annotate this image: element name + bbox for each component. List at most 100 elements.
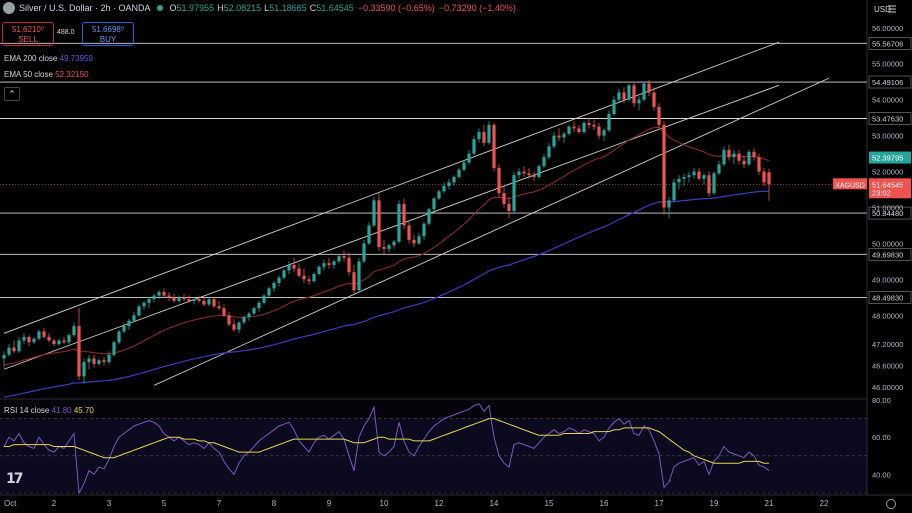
candle-body bbox=[147, 299, 151, 303]
candle-body bbox=[587, 123, 591, 125]
ema50-line bbox=[3, 126, 770, 366]
level-price-label: 50.84480 bbox=[872, 209, 903, 218]
ema200-legend[interactable]: EMA 200 close 49.73959 bbox=[4, 54, 93, 63]
symbol-title[interactable]: Silver / U.S. Dollar · 2h · OANDA bbox=[19, 3, 151, 13]
candle-body bbox=[742, 160, 746, 165]
candle-body bbox=[737, 153, 741, 161]
time-axis-tick: 14 bbox=[490, 499, 499, 508]
candle-body bbox=[707, 175, 711, 194]
candle-body bbox=[317, 266, 321, 274]
price-axis-tick: 55.00000 bbox=[872, 60, 903, 69]
sell-button[interactable]: 51.6210⁰ SELL bbox=[2, 22, 54, 46]
candle-body bbox=[697, 171, 701, 179]
buy-button[interactable]: 51.6698⁰ BUY bbox=[82, 22, 134, 46]
sell-label: SELL bbox=[18, 35, 38, 44]
candle-body bbox=[657, 106, 661, 125]
price-axis-tick: 48.00000 bbox=[872, 311, 903, 320]
candle-body bbox=[392, 241, 396, 246]
price-axis-tick: 51.00000 bbox=[872, 204, 903, 213]
candle-body bbox=[227, 315, 231, 325]
candle-body bbox=[12, 347, 16, 352]
candle-body bbox=[602, 130, 606, 136]
rsi-legend[interactable]: RSI 14 close 41.80 45.70 bbox=[4, 406, 94, 415]
time-axis-tick: 15 bbox=[545, 499, 554, 508]
candle-body bbox=[152, 295, 156, 300]
candle-body bbox=[607, 114, 611, 131]
candle-body bbox=[342, 256, 346, 258]
candle-body bbox=[207, 299, 211, 305]
candle-body bbox=[352, 272, 356, 291]
candle-body bbox=[337, 256, 341, 262]
candle-body bbox=[592, 124, 596, 127]
candle-body bbox=[537, 166, 541, 177]
level-price-label: 55.56706 bbox=[872, 39, 903, 48]
time-axis-tick: 17 bbox=[655, 499, 664, 508]
symbol-tag-box bbox=[833, 178, 867, 190]
sell-price: 51.6210⁰ bbox=[11, 25, 45, 34]
price-tag-box bbox=[869, 151, 911, 164]
silver-logo-icon bbox=[3, 2, 15, 14]
candle-body bbox=[77, 326, 81, 377]
change-value: −0.33590 (−0.65%) bbox=[357, 3, 435, 13]
time-axis-tick: 9 bbox=[327, 499, 332, 508]
candle-body bbox=[692, 171, 696, 176]
rsi-label: RSI 14 close bbox=[4, 406, 50, 415]
candle-body bbox=[457, 169, 461, 177]
candle-body bbox=[617, 92, 621, 100]
candle-body bbox=[72, 326, 76, 336]
rsi-axis-tick: 60.00 bbox=[872, 433, 891, 442]
candle-body bbox=[172, 297, 176, 301]
candle-body bbox=[472, 139, 476, 154]
candle-body bbox=[612, 99, 616, 115]
level-price-label: 49.69830 bbox=[872, 250, 903, 259]
level-price-box bbox=[868, 37, 912, 50]
price-axis-tick: 46.60000 bbox=[872, 362, 903, 371]
spread-value: 488.0 bbox=[57, 29, 75, 36]
candle-body bbox=[417, 236, 421, 244]
candle-body bbox=[492, 124, 496, 168]
more-options-icon[interactable] bbox=[887, 4, 897, 14]
candle-body bbox=[722, 149, 726, 165]
candle-body bbox=[477, 132, 481, 140]
time-axis-tick: 7 bbox=[217, 499, 222, 508]
candle-body bbox=[157, 291, 161, 296]
candle-body bbox=[22, 336, 26, 341]
candle-body bbox=[482, 132, 486, 143]
candle-body bbox=[142, 302, 146, 307]
candle-body bbox=[237, 322, 241, 330]
candle-body bbox=[577, 128, 581, 133]
level-price-box bbox=[868, 291, 912, 304]
candle-body bbox=[597, 126, 601, 136]
chart-header: Silver / U.S. Dollar · 2h · OANDA O 51.97… bbox=[0, 0, 516, 16]
candle-body bbox=[527, 173, 531, 176]
candle-body bbox=[137, 306, 141, 316]
candle-body bbox=[102, 360, 106, 363]
time-axis-tick: 12 bbox=[435, 499, 444, 508]
candle-body bbox=[62, 340, 66, 343]
ema50-legend[interactable]: EMA 50 close 52.32150 bbox=[4, 70, 89, 79]
candle-body bbox=[662, 124, 666, 208]
candle-body bbox=[302, 275, 306, 280]
settings-icon[interactable] bbox=[886, 499, 896, 509]
candle-body bbox=[187, 299, 191, 301]
candle-body bbox=[247, 313, 251, 318]
currency-label[interactable]: USD bbox=[874, 5, 891, 14]
candle-body bbox=[97, 360, 101, 364]
candle-body bbox=[272, 282, 276, 289]
candle-body bbox=[567, 126, 571, 134]
candle-body bbox=[512, 175, 516, 212]
candle-body bbox=[542, 157, 546, 167]
candle-body bbox=[757, 157, 761, 172]
candle-body bbox=[632, 85, 636, 104]
candle-body bbox=[27, 336, 31, 343]
level-price-label: 54.49106 bbox=[872, 78, 903, 87]
candle-body bbox=[452, 176, 456, 183]
candle-body bbox=[122, 326, 126, 332]
collapse-legend-button[interactable]: ⌃ bbox=[4, 87, 20, 101]
candle-body bbox=[127, 320, 131, 327]
price-tag-label: 52.39795 bbox=[872, 154, 903, 163]
candle-body bbox=[672, 182, 676, 201]
candle-body bbox=[407, 225, 411, 240]
candle-body bbox=[162, 291, 166, 296]
